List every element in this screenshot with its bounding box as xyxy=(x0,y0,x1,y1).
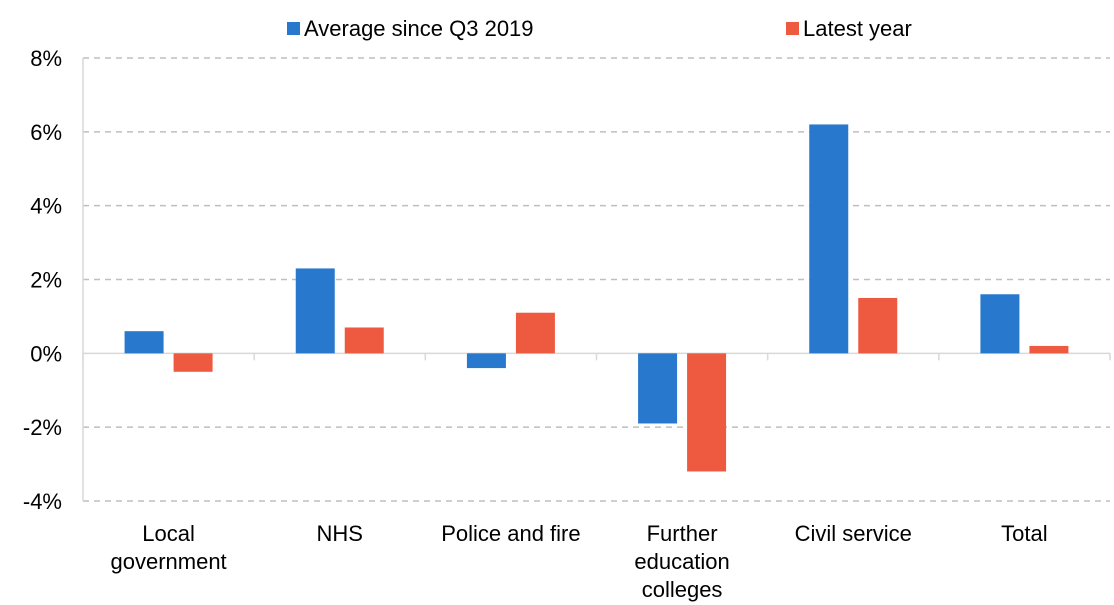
bar-latest-year xyxy=(344,327,384,354)
y-tick-labels: 8% 6% 4% 2% 0% -2% -4% xyxy=(23,46,62,514)
legend-label: Average since Q3 2019 xyxy=(304,16,534,41)
x-category-label: Civil service xyxy=(795,521,912,546)
bar-latest-year xyxy=(858,297,898,354)
y-tick-label: 0% xyxy=(30,341,62,366)
bars xyxy=(124,124,1069,472)
category-labels: Local government NHS Police and fire Further… xyxy=(110,521,1047,602)
x-category-label: Further education colleges xyxy=(634,521,729,602)
x-category-label: Total xyxy=(1001,521,1047,546)
bar-average-since-q3-2019 xyxy=(124,331,164,354)
y-tick-label: 6% xyxy=(30,120,62,145)
bar-average-since-q3-2019 xyxy=(466,353,506,369)
x-category-label: NHS xyxy=(317,521,363,546)
bar-average-since-q3-2019 xyxy=(980,294,1020,354)
bar-latest-year xyxy=(687,353,727,472)
bar-latest-year xyxy=(1029,345,1069,354)
legend-label: Latest year xyxy=(803,16,912,41)
gridlines xyxy=(83,57,1110,502)
y-tick-label: 8% xyxy=(30,46,62,71)
y-tick-label: -2% xyxy=(23,415,62,440)
x-category-label: Local government xyxy=(110,521,226,574)
bar-latest-year xyxy=(515,312,555,354)
y-tick-label: 4% xyxy=(30,194,62,219)
bar-latest-year xyxy=(173,353,213,372)
axes xyxy=(82,58,1111,501)
bar-average-since-q3-2019 xyxy=(295,268,335,354)
y-tick-label: -4% xyxy=(23,489,62,514)
x-category-label: Police and fire xyxy=(441,521,580,546)
bar-average-since-q3-2019 xyxy=(809,124,849,354)
legend-swatch xyxy=(287,22,300,35)
legend-swatch xyxy=(786,22,799,35)
legend: Average since Q3 2019 Latest year xyxy=(287,16,912,41)
y-tick-label: 2% xyxy=(30,268,62,293)
bar-average-since-q3-2019 xyxy=(638,353,678,424)
